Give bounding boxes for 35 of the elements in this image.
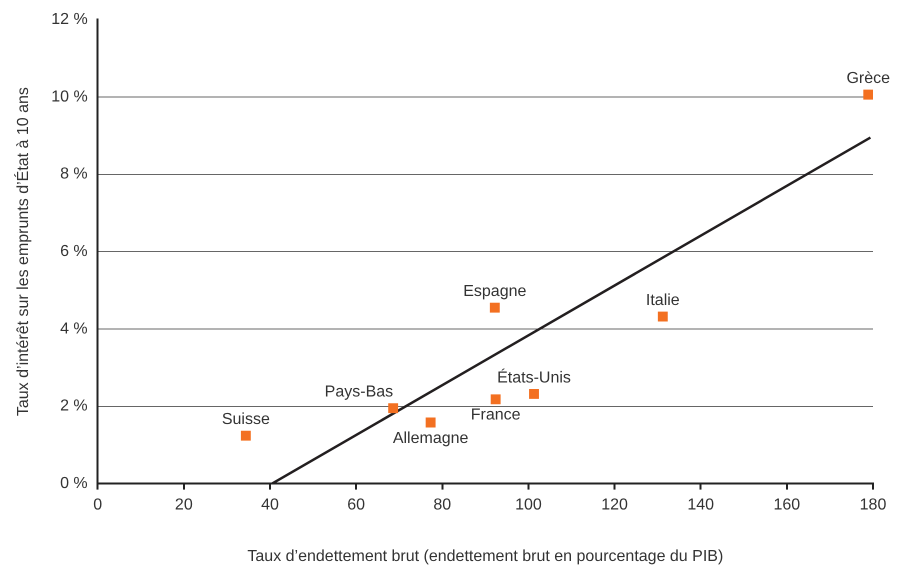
y-tick-label: 2 % — [60, 398, 88, 415]
x-tick-label: 160 — [774, 496, 800, 514]
y-tick-label: 8 % — [60, 166, 88, 183]
point — [490, 302, 500, 313]
point — [658, 312, 668, 322]
annotation: Pays-Bas — [324, 384, 394, 401]
annotation: États-Unis — [497, 368, 571, 386]
point — [388, 403, 398, 414]
x-tick-label: 40 — [261, 496, 279, 514]
y-tick-label: 12 % — [51, 11, 88, 28]
x-tick-label: 80 — [433, 496, 452, 514]
y-tick-label: 4 % — [60, 320, 88, 338]
annotation: Grèce — [846, 70, 890, 88]
x-tick-label: 20 — [174, 496, 193, 514]
x-tick-label: 180 — [860, 496, 886, 514]
x-axis-title: Taux d’endettement brut (endettement brut en pourcentage du PIB) — [247, 548, 724, 565]
x-tick-label: 140 — [687, 496, 714, 514]
point — [863, 90, 873, 100]
x-tick-label: 120 — [601, 496, 628, 514]
annotation: Espagne — [463, 283, 526, 300]
annotation: France — [470, 406, 521, 424]
x-tick-label: 60 — [347, 496, 366, 514]
x-tick-label: 0 — [93, 496, 102, 514]
annotation: Suisse — [222, 411, 270, 428]
annotation: Allemagne — [392, 430, 469, 447]
x-tick-label: 100 — [515, 496, 542, 514]
point — [426, 418, 436, 428]
point — [529, 388, 539, 399]
point — [240, 430, 251, 441]
annotation: Italie — [646, 292, 680, 309]
y-tick-label: 0 % — [60, 475, 88, 492]
point — [490, 394, 501, 404]
y-axis-title: Taux d’intérêt sur les emprunts d’État à 10 ans — [14, 87, 32, 416]
y-tick-label: 6 % — [60, 243, 88, 260]
y-tick-label: 10 % — [51, 88, 88, 106]
